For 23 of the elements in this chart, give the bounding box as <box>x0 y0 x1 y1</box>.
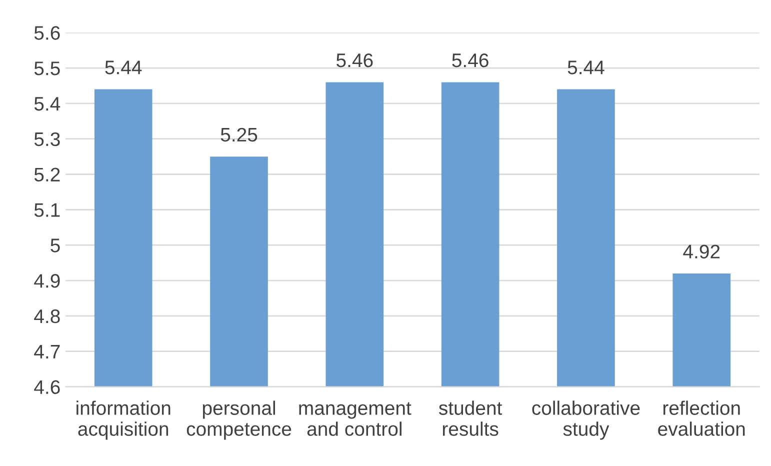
data-label: 5.46 <box>452 53 488 68</box>
y-tick-label: 4.8 <box>34 309 60 324</box>
x-tick-label: reflection evaluation <box>658 400 745 436</box>
y-tick-label: 4.9 <box>34 274 60 288</box>
y-tick-label: 5.3 <box>34 132 60 146</box>
x-tick-label: student results <box>438 400 502 436</box>
y-tick-label: 4.7 <box>34 345 60 358</box>
y-tick-label: 5.2 <box>34 168 60 182</box>
y-tick-label: 5.6 <box>34 26 60 40</box>
x-tick-label: information acquisition <box>76 400 170 440</box>
data-label: 5.44 <box>568 60 604 74</box>
data-label: 5.44 <box>105 60 142 74</box>
y-tick-label: 5.1 <box>34 203 60 217</box>
y-tick-label: 4.6 <box>34 380 60 394</box>
y-tick-label: 5.4 <box>34 97 60 111</box>
data-label: 5.46 <box>336 53 373 68</box>
x-tick-label: personal competence <box>186 400 292 440</box>
data-label: 5.25 <box>220 128 258 142</box>
y-tick-label: 5.5 <box>34 62 60 76</box>
data-label: 4.92 <box>683 244 720 258</box>
x-tick-label: management and control <box>299 402 412 436</box>
x-tick-label: collaborative study <box>532 400 640 440</box>
y-tick-label: 5 <box>50 238 60 252</box>
